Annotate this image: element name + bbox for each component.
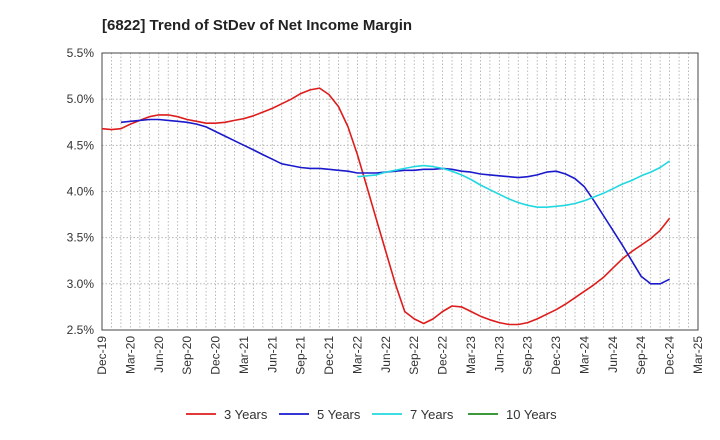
x-tick-label: Sep-22 bbox=[407, 336, 421, 375]
legend-label-3: 7 Years bbox=[410, 407, 454, 422]
y-tick-label: 5.5% bbox=[67, 46, 95, 60]
x-tick-label: Jun-21 bbox=[265, 336, 279, 373]
series-line-1 bbox=[101, 87, 671, 326]
y-tick-label: 2.5% bbox=[67, 323, 95, 337]
chart-title: [6822] Trend of StDev of Net Income Marg… bbox=[102, 17, 412, 34]
x-tick-label: Sep-21 bbox=[294, 336, 308, 375]
x-tick-label: Sep-20 bbox=[180, 336, 194, 375]
x-tick-label: Jun-23 bbox=[492, 336, 506, 373]
x-tick-label: Dec-24 bbox=[663, 336, 677, 375]
series-line-2 bbox=[120, 118, 670, 285]
y-tick-label: 3.0% bbox=[67, 277, 95, 291]
x-tick-label: Mar-25 bbox=[691, 336, 705, 374]
x-tick-label: Jun-20 bbox=[152, 336, 166, 373]
x-tick-label: Sep-23 bbox=[521, 336, 535, 375]
x-tick-label: Mar-22 bbox=[350, 336, 364, 374]
y-tick-label: 5.0% bbox=[67, 92, 95, 106]
x-tick-label: Dec-23 bbox=[549, 336, 563, 375]
y-tick-label: 3.5% bbox=[67, 231, 95, 245]
x-tick-label: Mar-21 bbox=[237, 336, 251, 374]
y-tick-label: 4.5% bbox=[67, 138, 95, 152]
x-tick-label: Dec-22 bbox=[436, 336, 450, 375]
x-tick-label: Sep-24 bbox=[634, 336, 648, 375]
y-tick-label: 4.0% bbox=[67, 185, 95, 199]
legend-label-4: 10 Years bbox=[506, 407, 557, 422]
x-tick-label: Jun-24 bbox=[606, 336, 620, 373]
plot-area: 2.5% 3.0% 3.5% 4.0% 4.5% 5.0% 5.5% Dec-19 Mar-20… bbox=[67, 46, 705, 375]
x-tick-label: Mar-24 bbox=[577, 336, 591, 374]
x-tick-label: Jun-22 bbox=[379, 336, 393, 373]
x-tick-label: Mar-23 bbox=[464, 336, 478, 374]
x-tick-label: Mar-20 bbox=[123, 336, 137, 374]
legend: 3 Years 5 Years 7 Years 10 Years bbox=[186, 407, 557, 422]
x-tick-label: Dec-19 bbox=[95, 336, 109, 375]
x-tick-label: Dec-20 bbox=[209, 336, 223, 375]
legend-label-1: 3 Years bbox=[224, 407, 268, 422]
plot-frame bbox=[101, 52, 699, 331]
legend-label-2: 5 Years bbox=[317, 407, 361, 422]
series-line-3 bbox=[357, 160, 671, 208]
x-tick-label: Dec-21 bbox=[322, 336, 336, 375]
